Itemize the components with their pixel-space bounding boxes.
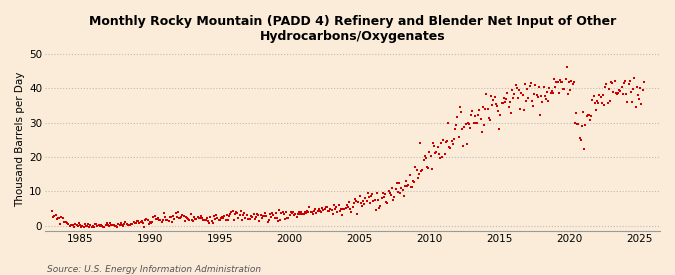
Text: Source: U.S. Energy Information Administration: Source: U.S. Energy Information Administ…	[47, 265, 261, 274]
Y-axis label: Thousand Barrels per Day: Thousand Barrels per Day	[15, 71, 25, 207]
Title: Monthly Rocky Mountain (PADD 4) Refinery and Blender Net Input of Other
Hydrocar: Monthly Rocky Mountain (PADD 4) Refinery…	[89, 15, 616, 43]
